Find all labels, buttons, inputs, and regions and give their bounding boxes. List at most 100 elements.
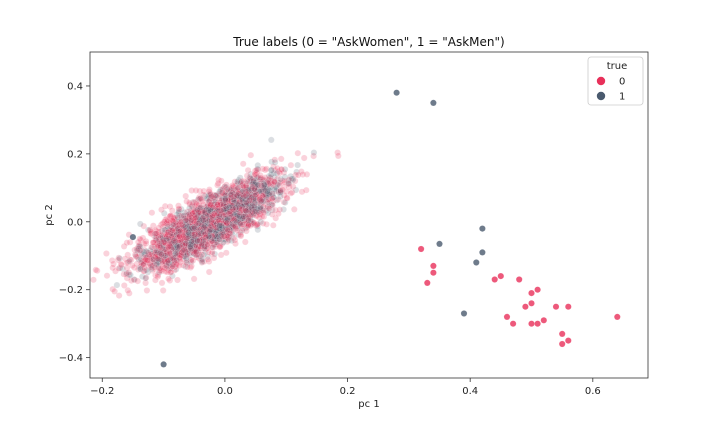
point-series-1 xyxy=(259,195,266,203)
point-series-1 xyxy=(211,210,218,218)
point-series-1 xyxy=(209,226,217,233)
point-series-1 xyxy=(231,195,238,203)
point-series-0 xyxy=(203,215,211,222)
point-series-0 xyxy=(231,214,238,221)
point-series-0 xyxy=(175,243,183,250)
point-series-1 xyxy=(183,215,190,222)
point-series-0 xyxy=(172,229,180,237)
point-series-1 xyxy=(132,252,140,259)
point-series-1 xyxy=(219,217,227,225)
point-series-0 xyxy=(166,213,173,221)
point-series-0 xyxy=(209,233,216,241)
point-series-0 xyxy=(205,198,213,206)
point-series-0 xyxy=(298,188,306,196)
point-series-1 xyxy=(217,215,225,222)
point-series-1 xyxy=(179,220,187,228)
point-series-0 xyxy=(291,177,299,185)
point-series-0 xyxy=(228,212,236,219)
point-series-1 xyxy=(215,221,222,228)
point-series-0 xyxy=(242,219,250,227)
point-series-1 xyxy=(264,187,271,195)
point-series-1 xyxy=(167,242,175,250)
point-series-1 xyxy=(191,249,199,257)
point-series-1 xyxy=(189,234,197,241)
point-series-1 xyxy=(167,260,175,268)
point-series-1 xyxy=(224,202,232,210)
point-series-1 xyxy=(228,202,235,209)
point-series-0 xyxy=(208,218,215,226)
point-series-0 xyxy=(168,227,176,235)
point-series-1 xyxy=(242,207,250,214)
point-series-1 xyxy=(212,208,219,215)
point-series-0 xyxy=(230,202,238,210)
point-series-1 xyxy=(232,204,240,211)
point-series-0 xyxy=(175,202,182,209)
point-series-0 xyxy=(213,200,221,207)
point-series-0 xyxy=(224,207,232,214)
point-series-0 xyxy=(235,204,243,211)
point-series-0 xyxy=(148,267,156,274)
point-series-0 xyxy=(165,275,172,283)
point-series-1 xyxy=(179,237,187,245)
point-series-0 xyxy=(259,165,267,173)
point-series-1 xyxy=(237,211,245,219)
point-series-0 xyxy=(243,196,250,203)
point-series-0 xyxy=(221,208,229,215)
point-series-0 xyxy=(196,221,204,228)
point-series-0 xyxy=(186,215,193,223)
point-series-1 xyxy=(169,226,176,234)
point-series-0 xyxy=(285,180,293,188)
point-series-1 xyxy=(195,219,203,227)
point-series-1 xyxy=(260,181,267,189)
point-series-1 xyxy=(227,209,234,217)
point-series-1 xyxy=(142,274,149,282)
point-series-0 xyxy=(277,155,285,163)
point-series-0 xyxy=(182,221,189,228)
point-series-1 xyxy=(201,219,208,226)
point-series-0 xyxy=(246,195,254,203)
point-series-1 xyxy=(234,199,242,207)
point-series-1 xyxy=(262,207,270,214)
point-series-1 xyxy=(162,226,170,234)
point-series-0 xyxy=(268,195,276,203)
point-series-1 xyxy=(212,191,220,199)
point-series-1 xyxy=(280,206,287,213)
y-axis: −0.4 −0.2 0.0 0.2 0.4 xyxy=(59,81,90,364)
point-series-0 xyxy=(188,236,195,244)
point-series-1 xyxy=(239,180,247,187)
point-series-0 xyxy=(238,195,245,203)
point-series-0 xyxy=(128,277,135,284)
point-series-0 xyxy=(172,224,180,231)
point-series-1 xyxy=(257,176,265,183)
point-series-0 xyxy=(190,235,197,243)
point-series-1 xyxy=(185,225,193,233)
point-series-0 xyxy=(215,204,223,212)
point-series-1 xyxy=(238,220,246,228)
point-series-0 xyxy=(204,228,211,235)
point-series-1 xyxy=(192,245,200,253)
point-series-1 xyxy=(212,218,220,225)
point-series-0 xyxy=(183,232,191,239)
x-axis: −0.2 0.0 0.2 0.4 0.6 xyxy=(90,378,601,397)
point-series-1 xyxy=(176,241,184,248)
point-series-0 xyxy=(211,220,218,228)
point-series-0 xyxy=(182,230,190,237)
point-series-1 xyxy=(211,250,218,258)
point-series-1 xyxy=(180,224,188,232)
point-series-0 xyxy=(275,168,283,175)
point-series-0 xyxy=(213,223,221,230)
point-series-0 xyxy=(179,231,186,239)
point-series-1 xyxy=(268,206,276,214)
point-series-0 xyxy=(125,269,133,276)
point-series-0 xyxy=(198,251,206,258)
point-series-1 xyxy=(225,207,233,214)
point-series-0 xyxy=(217,251,225,259)
point-series-0 xyxy=(163,250,171,258)
point-series-0 xyxy=(179,233,187,241)
point-series-0 xyxy=(178,245,185,253)
point-series-1 xyxy=(155,236,163,244)
point-series-0 xyxy=(180,227,187,235)
point-series-0 xyxy=(205,216,213,224)
point-series-1 xyxy=(194,237,201,245)
point-series-0 xyxy=(173,221,181,228)
